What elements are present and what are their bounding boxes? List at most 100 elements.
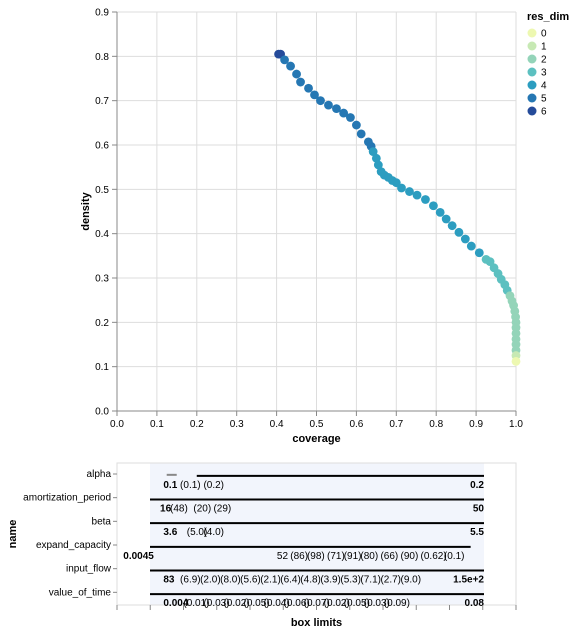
box-row-name: beta bbox=[92, 516, 112, 527]
box-value-label: 0.1 bbox=[163, 480, 177, 491]
legend-label: 1 bbox=[541, 42, 547, 53]
y-tick-label: 0.4 bbox=[95, 229, 109, 240]
x-tick-label: 0.0 bbox=[110, 419, 124, 430]
box-value-label: (4.0) bbox=[203, 527, 224, 538]
box-value-label: (0.07) bbox=[304, 598, 330, 609]
box-value-label: (5.0) bbox=[187, 527, 208, 538]
box-value-label: (90) bbox=[401, 551, 419, 562]
box-value-label: (0.62) bbox=[421, 551, 447, 562]
legend-swatch bbox=[527, 41, 537, 51]
box-value-label: (0.2) bbox=[203, 480, 224, 491]
x-tick-label: 0.3 bbox=[230, 419, 244, 430]
legend-swatch bbox=[527, 67, 537, 77]
box-value-label: (8.0) bbox=[220, 575, 241, 586]
x-tick-label: 0.9 bbox=[469, 419, 483, 430]
box-value-label: 3.6 bbox=[163, 527, 177, 538]
legend-title: res_dim bbox=[527, 11, 569, 23]
scatter-point bbox=[474, 248, 484, 258]
box-value-label: (9.0) bbox=[401, 575, 422, 586]
box-value-label: (0.02) bbox=[324, 598, 350, 609]
box-value-label: 16 bbox=[160, 504, 172, 515]
box-value-label: (6.9) bbox=[180, 575, 201, 586]
legend-swatch bbox=[527, 28, 537, 38]
scatter-point bbox=[397, 183, 406, 193]
legend-label: 2 bbox=[541, 55, 547, 66]
legend-swatch bbox=[527, 106, 537, 116]
box-value-label: 0.2 bbox=[470, 480, 484, 491]
box-y-axis-title: name bbox=[7, 520, 19, 549]
scatter-point bbox=[280, 55, 289, 65]
box-row-name: expand_capacity bbox=[36, 540, 111, 551]
scatter-point bbox=[352, 120, 361, 130]
box-value-label: (0.03) bbox=[203, 598, 229, 609]
box-value-label: (0.05) bbox=[244, 598, 270, 609]
box-value-label: (6.4) bbox=[280, 575, 301, 586]
scatter-point bbox=[412, 190, 422, 200]
y-tick-label: 0.5 bbox=[95, 185, 109, 196]
box-value-label: 52 bbox=[277, 551, 289, 562]
scatter-point bbox=[447, 221, 457, 231]
scatter-point bbox=[460, 234, 470, 244]
scatter-point bbox=[339, 108, 349, 118]
box-value-label: (91) bbox=[344, 551, 362, 562]
box-value-label: 0.08 bbox=[465, 598, 485, 609]
box-value-label: (0.04) bbox=[264, 598, 290, 609]
x-tick-label: 0.8 bbox=[429, 419, 443, 430]
box-value-label: (98) bbox=[307, 551, 325, 562]
scatter-point bbox=[454, 227, 464, 237]
box-value-label: (0.01) bbox=[183, 598, 209, 609]
legend-swatch bbox=[527, 54, 537, 64]
legend-swatch bbox=[527, 93, 537, 103]
box-value-label: 0.004 bbox=[163, 598, 188, 609]
x-tick-label: 1.0 bbox=[509, 419, 523, 430]
box-x-axis-title: box limits bbox=[291, 617, 342, 629]
box-value-label: (71) bbox=[327, 551, 345, 562]
scatter-point bbox=[304, 83, 313, 93]
box-value-label: (48) bbox=[170, 504, 188, 515]
legend-label: 4 bbox=[541, 81, 547, 92]
scatter-point bbox=[441, 214, 451, 224]
box-value-label: (0.09) bbox=[384, 598, 410, 609]
y-tick-label: 0.0 bbox=[95, 407, 109, 418]
scatter-point bbox=[332, 104, 341, 114]
scatter-point bbox=[324, 100, 333, 110]
box-row-name: alpha bbox=[87, 469, 112, 480]
x-tick-label: 0.2 bbox=[190, 419, 204, 430]
box-value-label: (80) bbox=[360, 551, 378, 562]
x-axis-title: coverage bbox=[292, 433, 340, 445]
box-plot-background bbox=[150, 463, 484, 605]
x-tick-label: 0.5 bbox=[310, 419, 324, 430]
x-tick-label: 0.4 bbox=[270, 419, 284, 430]
box-value-label: (0.06) bbox=[284, 598, 310, 609]
scatter-point bbox=[421, 195, 430, 204]
box-value-label: (4.8) bbox=[300, 575, 321, 586]
y-tick-label: 0.8 bbox=[95, 52, 109, 63]
y-tick-label: 0.1 bbox=[95, 362, 109, 373]
box-value-label: (2.1) bbox=[260, 575, 281, 586]
box-value-label: (2.7) bbox=[380, 575, 401, 586]
box-value-label: 0.0045 bbox=[123, 551, 154, 562]
legend-label: 3 bbox=[541, 68, 547, 79]
y-tick-label: 0.2 bbox=[95, 318, 109, 329]
scatter-point bbox=[296, 77, 305, 87]
y-tick-label: 0.7 bbox=[95, 96, 109, 107]
box-value-label: (20) bbox=[193, 504, 211, 515]
box-value-label: 5.5 bbox=[470, 527, 484, 538]
scatter-point bbox=[429, 201, 438, 211]
legend: res_dim 0 1 2 3 4 5 6 bbox=[527, 11, 569, 118]
box-value-label: (66) bbox=[380, 551, 398, 562]
scatter-point bbox=[316, 96, 325, 106]
legend-label: 5 bbox=[541, 94, 547, 105]
box-value-label: (7.1) bbox=[360, 575, 381, 586]
scatter-point bbox=[466, 241, 476, 251]
box-value-label: (5.3) bbox=[340, 575, 361, 586]
box-row-name: value_of_time bbox=[49, 587, 112, 598]
scatter-point bbox=[346, 113, 355, 122]
y-tick-label: 0.3 bbox=[95, 274, 109, 285]
box-value-label: (3.9) bbox=[320, 575, 341, 586]
box-value-label: (0.05) bbox=[344, 598, 370, 609]
box-value-label: 1.5e+2 bbox=[453, 575, 484, 586]
